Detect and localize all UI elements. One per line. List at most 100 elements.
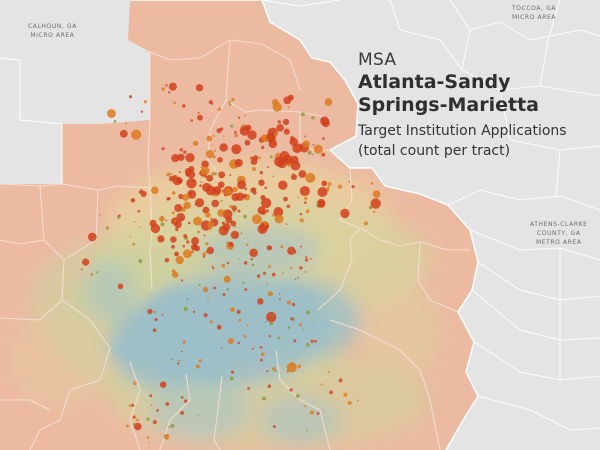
application-dot xyxy=(131,129,142,140)
application-dot xyxy=(273,132,278,137)
application-dot xyxy=(282,118,290,126)
application-dot xyxy=(170,424,175,428)
outside-region-boundaries xyxy=(0,0,600,431)
application-dot xyxy=(152,420,157,425)
application-dot xyxy=(287,326,291,329)
application-dot xyxy=(251,166,257,172)
application-dot xyxy=(197,230,200,234)
application-dot xyxy=(271,98,279,106)
application-dot xyxy=(90,273,94,276)
application-dot xyxy=(186,240,190,244)
application-dot xyxy=(206,246,215,255)
application-dot xyxy=(244,187,248,191)
application-dot xyxy=(126,424,129,428)
application-dot xyxy=(274,156,284,167)
region-label-line: COUNTY, GA xyxy=(536,230,581,237)
application-dot xyxy=(128,95,133,99)
application-dot xyxy=(309,257,312,261)
application-dot xyxy=(287,94,294,101)
application-dot xyxy=(277,120,281,124)
application-dot xyxy=(272,367,276,371)
application-dot xyxy=(298,170,307,178)
application-dot xyxy=(237,116,241,119)
application-dot xyxy=(370,182,374,185)
application-dot xyxy=(244,288,248,291)
application-dot xyxy=(206,135,213,142)
application-dot xyxy=(320,116,330,126)
application-dot xyxy=(302,140,310,148)
application-dot xyxy=(243,261,248,265)
application-dot xyxy=(304,196,308,201)
application-dot xyxy=(250,258,253,261)
application-dot xyxy=(171,154,180,163)
application-dot xyxy=(232,186,238,193)
application-dot xyxy=(230,370,235,374)
application-dot xyxy=(125,122,127,125)
application-dot xyxy=(264,321,267,323)
application-dot xyxy=(192,140,199,146)
application-dot xyxy=(261,229,264,233)
application-dot xyxy=(182,194,189,201)
application-dot xyxy=(307,150,312,155)
application-dot xyxy=(243,214,247,219)
application-dot xyxy=(160,215,164,219)
application-dot xyxy=(190,119,193,122)
application-dot xyxy=(300,112,305,117)
application-dot xyxy=(132,415,136,419)
application-dot xyxy=(272,425,276,429)
application-dot xyxy=(302,328,305,331)
application-dot xyxy=(166,197,170,201)
application-dot xyxy=(305,209,310,214)
application-dot xyxy=(238,319,242,322)
application-dot xyxy=(348,180,351,183)
application-dot xyxy=(175,255,184,265)
application-dot xyxy=(250,156,254,160)
application-dot xyxy=(296,394,300,398)
application-dot xyxy=(209,217,213,220)
application-dot xyxy=(107,109,116,118)
application-dot xyxy=(272,175,275,178)
application-dot xyxy=(299,266,303,270)
application-dot xyxy=(211,172,215,176)
application-dot xyxy=(214,149,217,152)
application-dot xyxy=(207,296,209,299)
application-dot xyxy=(287,106,290,109)
application-dot xyxy=(157,235,165,243)
application-dot xyxy=(205,185,216,196)
application-dot xyxy=(234,133,239,138)
application-dot xyxy=(183,399,188,403)
application-dot xyxy=(200,181,203,184)
application-dot xyxy=(305,172,316,183)
application-dot xyxy=(217,209,225,217)
application-dot xyxy=(321,152,326,157)
application-dot xyxy=(260,352,265,357)
application-dot xyxy=(286,204,291,209)
application-dot xyxy=(357,399,359,402)
application-dot xyxy=(179,217,183,221)
application-dot xyxy=(237,341,240,345)
application-dot xyxy=(138,190,142,194)
application-dot xyxy=(297,196,299,199)
application-dot xyxy=(236,309,241,314)
application-dot xyxy=(116,216,120,219)
application-dot xyxy=(303,405,306,408)
application-dot xyxy=(165,219,167,222)
application-dot xyxy=(129,235,132,238)
application-dot xyxy=(205,212,211,218)
application-dot xyxy=(287,246,296,255)
application-dot xyxy=(200,166,203,169)
application-dot xyxy=(161,147,165,151)
application-dot xyxy=(198,283,201,286)
application-dot xyxy=(159,381,167,388)
application-dot xyxy=(274,214,284,224)
application-dot xyxy=(149,219,157,227)
application-dot xyxy=(292,317,296,321)
application-dot xyxy=(289,137,298,146)
application-dot xyxy=(368,205,373,210)
application-dot xyxy=(165,401,170,406)
application-dot xyxy=(146,436,150,439)
application-dot xyxy=(305,256,308,259)
application-dot xyxy=(228,100,231,104)
